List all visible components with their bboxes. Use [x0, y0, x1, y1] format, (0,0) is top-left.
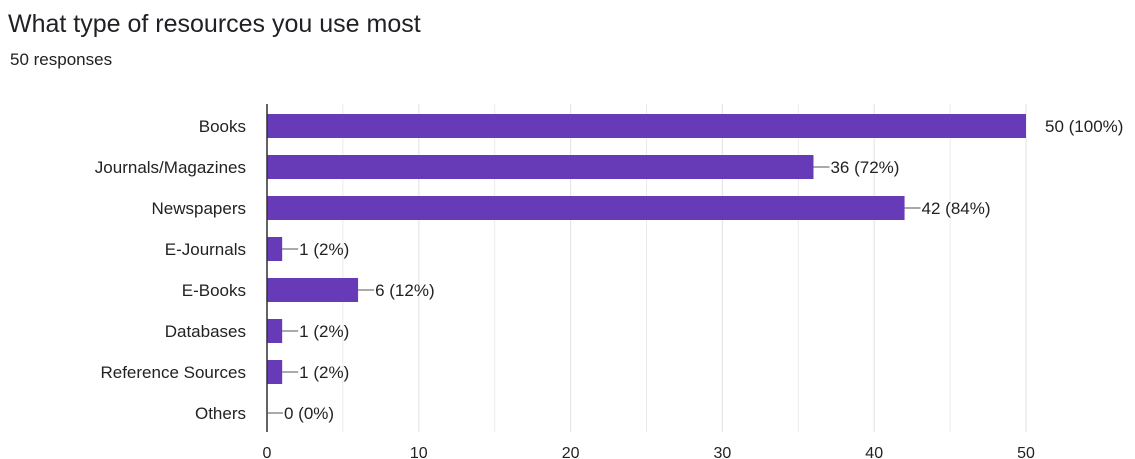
bars	[267, 114, 1026, 384]
data-label: 42 (84%)	[922, 199, 991, 218]
data-label: 6 (12%)	[375, 281, 435, 300]
bar	[267, 278, 359, 302]
bar	[267, 237, 283, 261]
x-tick-label: 20	[562, 445, 580, 459]
category-label: Others	[195, 404, 246, 423]
category-label: Reference Sources	[100, 363, 246, 382]
data-label: 1 (2%)	[299, 363, 349, 382]
category-label: Databases	[165, 322, 246, 341]
bar	[267, 155, 814, 179]
data-label: 1 (2%)	[299, 322, 349, 341]
category-label: Books	[199, 117, 246, 136]
chart-title: What type of resources you use most	[8, 10, 421, 38]
x-tick-label: 50	[1017, 445, 1035, 459]
bar	[267, 360, 283, 384]
x-tick-label: 0	[263, 445, 272, 459]
bar	[267, 319, 283, 343]
data-label: 0 (0%)	[284, 404, 334, 423]
data-label: 36 (72%)	[830, 158, 899, 177]
labels: 0 10 20 30 40 50 Books 50 (100%) Journals/Magazi…	[95, 117, 1124, 459]
category-label: E-Books	[182, 281, 246, 300]
x-tick-label: 40	[865, 445, 883, 459]
category-label: Newspapers	[152, 199, 247, 218]
bar	[267, 196, 905, 220]
category-label: E-Journals	[165, 240, 246, 259]
data-label: 50 (100%)	[1045, 117, 1123, 136]
data-label: 1 (2%)	[299, 240, 349, 259]
x-tick-label: 30	[714, 445, 732, 459]
gridlines	[266, 104, 1027, 432]
response-count: 50 responses	[10, 50, 113, 69]
bar	[267, 114, 1026, 138]
x-tick-label: 10	[410, 445, 428, 459]
category-label: Journals/Magazines	[95, 158, 246, 177]
